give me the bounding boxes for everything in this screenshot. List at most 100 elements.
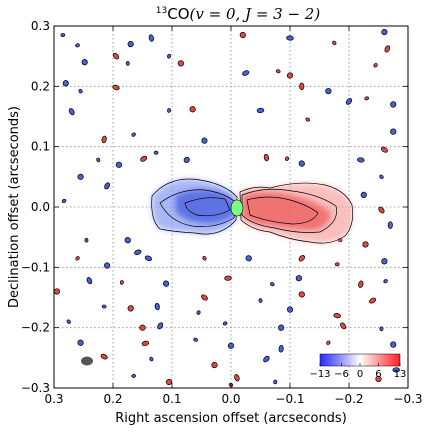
noise-speck — [131, 373, 136, 378]
noise-speck — [298, 291, 305, 298]
noise-speck — [378, 206, 385, 214]
y-axis-label: Declination offset (arcseconds) — [7, 106, 22, 308]
noise-speck — [392, 367, 400, 373]
title-molecule: CO — [167, 5, 189, 23]
noise-speck — [379, 326, 384, 332]
noise-speck — [369, 297, 377, 304]
noise-specks — [54, 28, 400, 388]
noise-speck — [362, 241, 369, 248]
noise-speck — [211, 362, 218, 369]
noise-speck — [115, 161, 123, 168]
colorbar-ticks: −13 −6 0 6 13 — [309, 363, 406, 380]
redshifted-lobe — [239, 182, 354, 244]
noise-speck — [258, 298, 263, 303]
title-isotope: 13 — [156, 6, 167, 16]
noise-speck — [100, 353, 108, 360]
x-tick-label: 0.3 — [44, 392, 63, 406]
noise-speck — [375, 375, 382, 383]
noise-speck — [286, 306, 294, 313]
colorbar: −13 −6 0 6 13 — [309, 353, 406, 380]
x-tick-label: 0.2 — [103, 392, 122, 406]
noise-speck — [239, 31, 246, 39]
noise-speck — [286, 72, 294, 79]
title-transition: (v = 0, J = 3 − 2) — [190, 5, 321, 23]
colorbar-tick-label: −13 — [309, 369, 330, 380]
noise-speck — [196, 310, 201, 315]
noise-speck — [177, 60, 184, 67]
noise-speck — [167, 108, 172, 113]
noise-speck — [278, 324, 285, 331]
noise-speck — [139, 324, 146, 331]
noise-speck — [124, 237, 131, 244]
noise-speck — [263, 355, 270, 363]
noise-speck — [68, 108, 75, 116]
beam-ellipse — [81, 356, 93, 366]
y-tick-label: 0.1 — [31, 140, 50, 154]
noise-speck — [357, 157, 365, 163]
y-tick-label: −0.2 — [21, 321, 50, 335]
noise-speck — [86, 277, 93, 285]
noise-speck — [298, 255, 305, 262]
noise-speck — [54, 288, 61, 295]
noise-speck — [193, 337, 198, 342]
noise-speck — [104, 262, 111, 269]
noise-speck — [383, 279, 388, 284]
noise-speck — [101, 304, 107, 309]
noise-speck — [60, 33, 66, 38]
continuum-peak — [230, 199, 244, 217]
noise-speck — [364, 96, 370, 101]
noise-speck — [390, 128, 397, 135]
noise-speck — [148, 34, 155, 42]
noise-speck — [78, 88, 83, 94]
noise-speck — [127, 305, 134, 312]
noise-speck — [84, 237, 89, 243]
noise-speck — [390, 341, 397, 348]
x-tick-label: 0.0 — [221, 392, 240, 406]
y-tick-label: −0.3 — [21, 381, 50, 395]
x-tick-label: 0.1 — [162, 392, 181, 406]
noise-speck — [334, 262, 340, 267]
noise-speck — [278, 345, 284, 353]
noise-speck — [332, 40, 337, 46]
noise-speck — [62, 80, 69, 87]
noise-speck — [149, 356, 154, 362]
noise-speck — [299, 82, 305, 91]
noise-speck — [104, 182, 110, 190]
noise-speck — [275, 69, 281, 74]
noise-speck — [256, 107, 265, 114]
noise-speck — [144, 255, 152, 262]
noise-speck — [96, 157, 101, 163]
noise-speck — [134, 249, 142, 255]
noise-speck — [286, 35, 294, 41]
noise-speck — [66, 319, 71, 324]
chart-title: 13CO(v = 0, J = 3 − 2) — [156, 5, 321, 23]
noise-speck — [224, 275, 232, 281]
noise-speck — [127, 40, 134, 48]
noise-speck — [273, 379, 278, 385]
y-tick-label: 0.2 — [31, 79, 50, 93]
noise-speck — [201, 137, 208, 144]
noise-speck — [345, 98, 353, 105]
noise-speck — [333, 312, 341, 319]
noise-speck — [140, 155, 148, 162]
noise-speck — [298, 160, 305, 167]
noise-speck — [125, 61, 130, 66]
noise-speck — [81, 59, 88, 66]
noise-speck — [189, 106, 196, 113]
noise-speck — [167, 53, 172, 59]
noise-speck — [77, 339, 84, 346]
noise-speck — [234, 374, 240, 382]
noise-speck — [131, 132, 136, 137]
noise-speck — [163, 280, 170, 287]
noise-speck — [157, 322, 164, 330]
x-tick-label: −0.1 — [275, 392, 304, 406]
noise-speck — [360, 191, 367, 199]
noise-speck — [227, 342, 235, 349]
noise-speck — [263, 153, 270, 162]
noise-speck — [358, 280, 364, 288]
x-tick-label: −0.2 — [334, 392, 363, 406]
noise-speck — [305, 117, 310, 122]
noise-speck — [285, 156, 290, 162]
colorbar-tick-label: 13 — [394, 369, 407, 380]
